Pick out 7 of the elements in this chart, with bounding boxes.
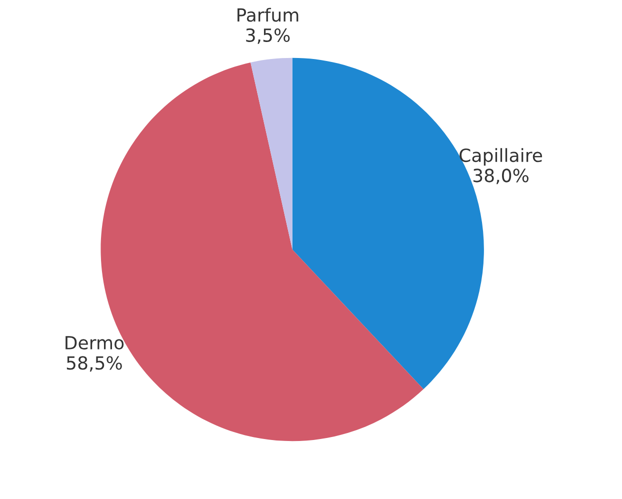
slice-label: Parfum bbox=[238, 8, 298, 22]
data-label: 3,5% bbox=[246, 28, 290, 44]
slice-label: Dermo bbox=[66, 336, 124, 350]
pie-slice bbox=[250, 58, 292, 250]
data-label: 58,5% bbox=[66, 356, 122, 372]
slice-label: Capillaire bbox=[460, 148, 542, 166]
data-label: 38,0% bbox=[473, 168, 528, 184]
